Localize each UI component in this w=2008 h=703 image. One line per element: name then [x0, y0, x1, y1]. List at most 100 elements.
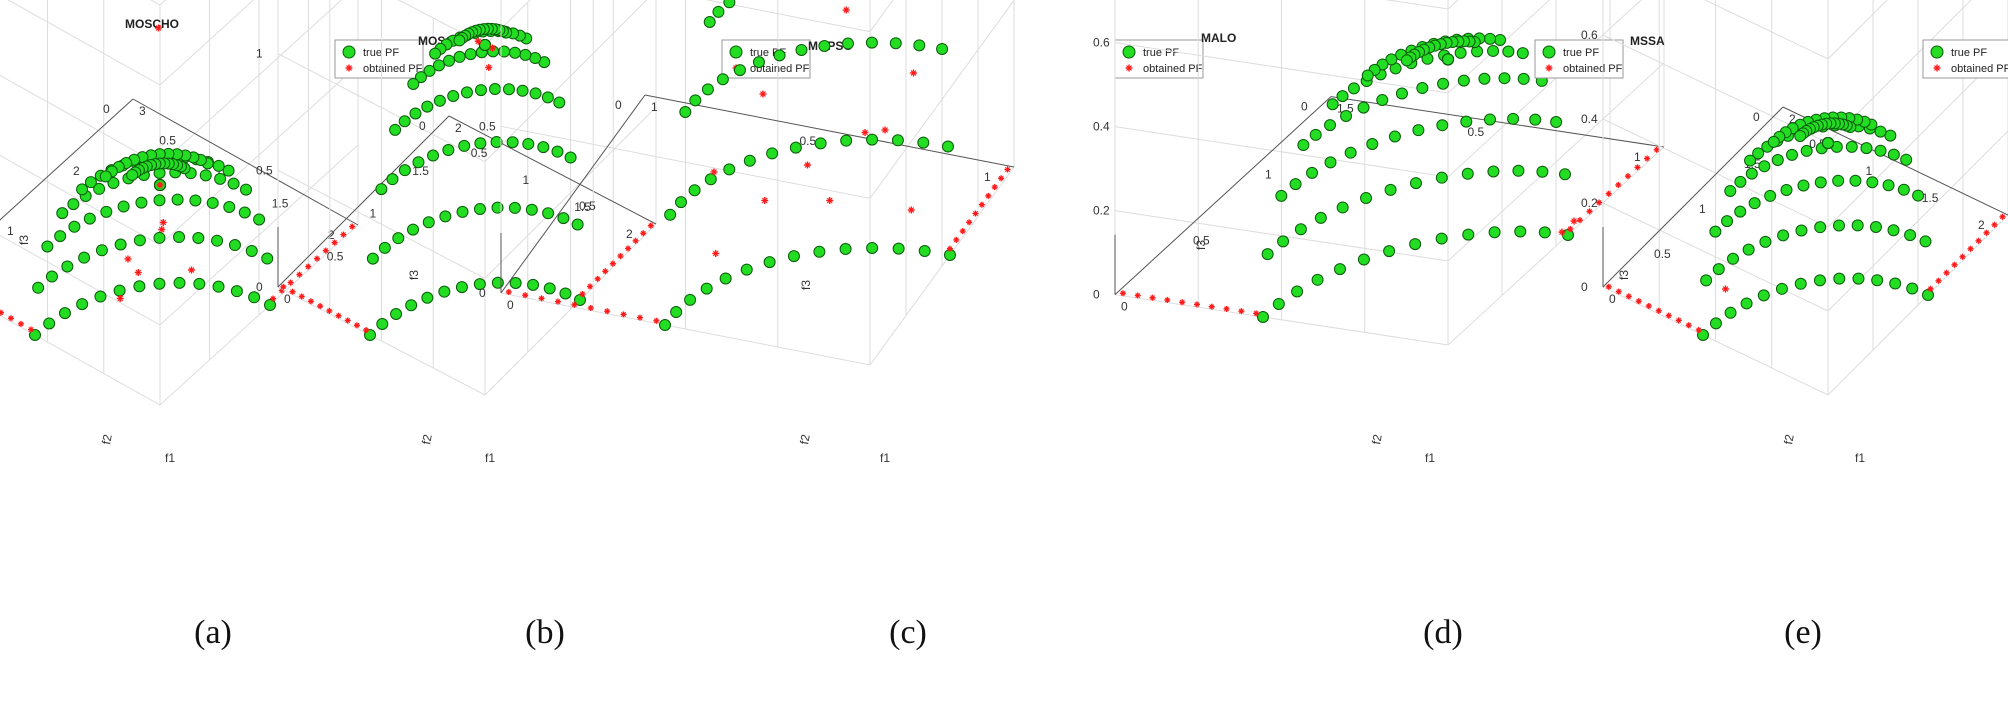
legend-true-pf-marker [1542, 45, 1556, 59]
true-pf-point [522, 137, 535, 150]
true-pf-point [684, 293, 697, 306]
true-pf-point [464, 48, 477, 61]
obtained-pf-point [1635, 298, 1642, 305]
obtained-pf-point [609, 260, 616, 267]
true-pf-point [1409, 177, 1422, 190]
true-pf-point [1887, 148, 1900, 161]
legend-true-pf-marker [1122, 45, 1136, 59]
f2-axis-line [644, 94, 1015, 168]
obtained-pf-point [1644, 155, 1651, 162]
y-tick-label: 1.5 [574, 200, 591, 214]
true-pf-point [1336, 90, 1349, 103]
true-pf-point [460, 86, 473, 99]
true-pf-point [1797, 179, 1810, 192]
x-tick-label: 3 [139, 104, 146, 118]
obtained-pf-point [156, 181, 164, 189]
true-pf-point [1833, 272, 1846, 285]
obtained-pf-point-d2 [1615, 182, 1621, 188]
obtained-pf-point-d2 [475, 38, 482, 45]
true-pf-point [1852, 272, 1865, 285]
true-pf-point [1484, 32, 1497, 45]
obtained-pf-point [953, 236, 960, 243]
true-pf-series [659, 0, 956, 331]
f2-axis-label: f2 [99, 433, 115, 446]
legend-obtained-pf-marker [1125, 64, 1133, 72]
true-pf-point [1514, 225, 1527, 238]
obtained-pf-point [761, 197, 769, 204]
obtained-pf-point [579, 291, 586, 298]
legend-obtained-pf-label: obtained PF [363, 63, 423, 75]
obtained-pf-point-d2 [1666, 313, 1672, 319]
z-tick-label: 0.4 [1581, 112, 1598, 126]
obtained-pf-point-d2 [826, 197, 833, 204]
true-pf-point [248, 291, 261, 304]
f3-axis-label: f3 [1194, 240, 1208, 250]
true-pf-point [1712, 263, 1725, 276]
obtained-pf-point-d2 [1686, 322, 1692, 328]
true-pf-point [1721, 215, 1734, 228]
true-pf-point [1294, 223, 1307, 236]
obtained-pf-point-d2 [617, 253, 623, 259]
true-pf-point [502, 83, 515, 96]
obtained-pf-point [270, 295, 276, 302]
obtained-pf-point-d2 [1626, 293, 1632, 299]
obtained-pf-point [1722, 285, 1729, 293]
obtained-pf-point-d2 [908, 207, 915, 213]
obtained-pf-point [910, 69, 917, 77]
obtained-pf-point-d2 [1635, 164, 1640, 170]
true-pf-point [398, 115, 411, 128]
true-pf-point [525, 203, 538, 216]
obtained-pf-point-d2 [712, 250, 719, 257]
obtained-pf-point-d2 [604, 308, 610, 314]
f1-axis-line [277, 115, 450, 288]
true-pf-point [814, 137, 827, 150]
obtained-pf-point [307, 298, 314, 305]
true-pf-point [135, 196, 148, 209]
legend-obtained-pf-marker [345, 64, 353, 72]
true-pf-point [1752, 147, 1765, 160]
obtained-pf-point-d2 [760, 91, 766, 97]
true-pf-point [491, 276, 504, 289]
obtained-pf-point [1999, 213, 2006, 220]
true-pf-point [29, 329, 41, 341]
true-pf-point [519, 48, 532, 61]
true-pf-point [429, 47, 442, 60]
true-pf-point [421, 291, 434, 304]
true-pf-point [67, 198, 80, 211]
true-pf-point [551, 145, 564, 158]
obtained-pf-point-d2 [135, 269, 142, 276]
true-pf-point [364, 329, 376, 341]
obtained-pf-point-d2 [1253, 310, 1259, 316]
true-pf-point [107, 177, 120, 190]
true-pf-point [453, 34, 466, 47]
obtained-pf-point-d2 [1968, 246, 1973, 252]
obtained-pf-point-d2 [1606, 284, 1612, 290]
obtained-pf-point-d2 [28, 327, 34, 332]
obtained-pf-point [1179, 299, 1186, 306]
f2-axis-line [1330, 96, 1665, 148]
true-pf-point [56, 207, 69, 220]
x-tick-label: 0.5 [327, 249, 344, 263]
obtained-pf-point-d2 [117, 295, 124, 302]
panel-caption: (e) [1784, 614, 1822, 651]
obtained-pf-point [340, 231, 347, 238]
x-tick-label: 0 [284, 292, 291, 306]
true-pf-point [1376, 94, 1389, 107]
true-pf-point [1357, 253, 1370, 266]
true-pf-point [1845, 140, 1858, 153]
true-pf-point [1538, 226, 1551, 239]
obtained-pf-point-d2 [637, 315, 643, 321]
true-pf-point [153, 231, 166, 244]
obtained-pf-point [1927, 285, 1934, 292]
z-tick-label: 0 [1093, 288, 1100, 302]
true-pf-point [1512, 164, 1525, 177]
obtained-pf-point-d2 [1656, 308, 1662, 314]
axes [1114, 96, 1665, 295]
obtained-pf-point-d2 [653, 318, 659, 324]
obtained-pf-point [604, 308, 611, 315]
obtained-pf-point [861, 129, 869, 136]
axes [0, 98, 359, 226]
true-pf-point [733, 64, 746, 77]
true-pf-point [1498, 72, 1511, 85]
